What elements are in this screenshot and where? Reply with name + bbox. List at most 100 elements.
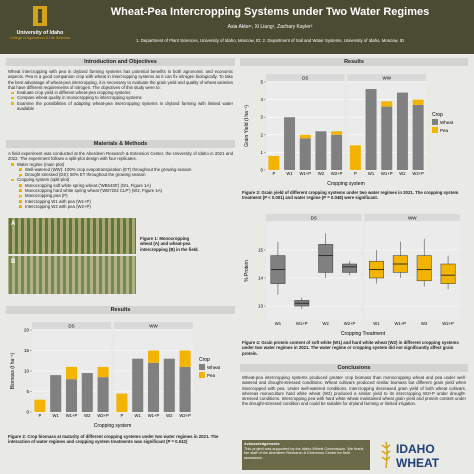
- x-axis-label: Cropping system: [327, 181, 365, 187]
- figure-caption: Figure 2: Crop biomass at maturity of di…: [8, 434, 219, 445]
- bar-segment: [179, 350, 191, 367]
- bar-segment: [381, 106, 393, 170]
- x-tick-label: P: [354, 171, 357, 176]
- facet-title: WW: [149, 323, 158, 328]
- paragraph: A field experiment was conducted at the …: [8, 151, 233, 162]
- facet-strip: [32, 322, 111, 329]
- y-tick-label: 10: [24, 369, 30, 374]
- facet-title: DS: [302, 75, 308, 80]
- bar-segment: [97, 377, 109, 412]
- bullet-list: Water regime (main plot)Well-watered (WW…: [8, 162, 233, 210]
- bar-segment: [147, 350, 160, 363]
- chart: % Protein Cropping Treatment 13 14 15 DS W1 W1+…: [244, 214, 460, 337]
- facet-strip: [266, 74, 345, 81]
- chart: Grain Yield (t ha⁻¹) Cropping system 0 1 2 3 4…: [244, 74, 454, 187]
- y-tick-label: 2: [260, 132, 263, 137]
- y-tick-label: 5: [260, 80, 263, 85]
- methods-text: A field experiment was conducted at the …: [8, 151, 233, 209]
- bar-segment: [299, 138, 311, 170]
- bar-segment: [34, 399, 46, 412]
- bar-segment: [331, 134, 343, 170]
- x-tick-label: W2+P: [179, 413, 191, 418]
- y-tick-label: 1: [260, 150, 263, 155]
- sponsor-logo: IDAHO WHEAT: [381, 441, 440, 470]
- y-axis-label: Grain Yield (t ha⁻¹): [244, 105, 250, 147]
- x-tick-label: W2+P: [344, 321, 356, 326]
- y-tick-label: 20: [24, 328, 30, 333]
- x-tick-label: P: [272, 171, 275, 176]
- section-heading: Materials & Methods: [6, 140, 235, 148]
- bullet: Evaluate crop yield in different wheat-p…: [11, 90, 233, 95]
- bar-segment: [412, 104, 424, 170]
- x-tick-label: P: [121, 413, 124, 418]
- y-tick-label: 0: [26, 410, 29, 415]
- x-tick-label: W2: [421, 321, 428, 326]
- logo-word: IDAHO: [396, 442, 435, 456]
- box: [416, 255, 432, 282]
- bar-segment: [132, 358, 144, 412]
- sub-item: Drought stressed (DS): 50% ET throughout…: [19, 172, 233, 177]
- legend-label: Pea: [207, 373, 216, 378]
- logo-sub: College of Agricultural & Life Sciences: [9, 36, 71, 40]
- y-tick-label: 0: [260, 168, 263, 173]
- bar-segment: [331, 131, 343, 135]
- sub-item: Monocropping hard white spring wheat ('W…: [19, 188, 233, 193]
- paragraph: Wheat intercropping with pea in dryland …: [8, 69, 234, 90]
- bar-segment: [396, 92, 408, 170]
- legend-swatch: [432, 119, 438, 125]
- figure-caption: Figure 3: Grain yield of different cropp…: [242, 190, 459, 201]
- figure-caption: Figure 1: Monocropping wheat (A) and whe…: [140, 236, 199, 252]
- panel-label: B: [11, 259, 16, 265]
- y-tick-label: 5: [26, 389, 29, 394]
- legend-title: Crop: [432, 112, 443, 118]
- y-tick-label: 14: [258, 276, 264, 281]
- facet-strip: [114, 322, 193, 329]
- x-tick-label: P: [39, 413, 42, 418]
- y-tick-label: 13: [258, 304, 264, 309]
- affiliations: 1. Department of Plant Sciences, Univers…: [135, 38, 405, 43]
- conclusions-text: Wheat-pea intercropping systems produced…: [242, 375, 466, 407]
- legend-title: Crop: [199, 357, 210, 363]
- x-tick-label: W1: [368, 171, 375, 176]
- x-tick-label: W1+P: [296, 321, 308, 326]
- acknowledgements-box: Acknowledgements This project was suppor…: [242, 440, 370, 470]
- bar-segment: [97, 366, 109, 378]
- bar-segment: [299, 134, 311, 139]
- sub-item: Intercropping W2 with pea (W2+P): [19, 204, 233, 209]
- sub-list: Monocropping soft white spring wheat ('W…: [17, 183, 233, 209]
- bar-segment: [381, 101, 393, 107]
- y-tick-label: 15: [24, 348, 30, 353]
- y-tick-label: 4: [260, 97, 263, 102]
- university-logo: University of Idaho College of Agricultu…: [9, 6, 71, 40]
- x-tick-label: W2: [399, 171, 406, 176]
- bullet: Examine the possibilities of adapting wh…: [11, 100, 233, 112]
- intro-text: Wheat intercropping with pea in dryland …: [8, 69, 233, 111]
- sub-list: Well-watered (WW): 100% crop evapotransp…: [17, 167, 233, 178]
- section-heading: Results: [240, 58, 468, 66]
- authors: Asia Akter¹, Xi Liang¹, Zachary Kayler²: [227, 24, 313, 30]
- poster-title: Wheat-Pea Intercropping Systems under Tw…: [110, 6, 430, 18]
- bullet-list: Evaluate crop yield in different wheat-p…: [8, 90, 233, 111]
- chart: Biomass (t ha⁻¹) Cropping system 0 5 10 15 20 D…: [10, 322, 221, 429]
- x-axis-label: Cropping Treatment: [341, 331, 386, 337]
- panel-label: A: [11, 221, 16, 227]
- legend-label: Wheat: [440, 120, 454, 125]
- x-tick-label: W2: [318, 171, 325, 176]
- x-tick-label: W1+P: [395, 321, 407, 326]
- section-heading: Results: [6, 306, 235, 314]
- bar-segment: [65, 379, 78, 412]
- bar-segment: [163, 358, 175, 412]
- bullet: Cropping system (split-plot)Monocropping…: [11, 177, 233, 209]
- facet-strip: [347, 74, 426, 81]
- logo-mark-cut: [38, 9, 42, 23]
- x-tick-label: W2: [323, 321, 330, 326]
- facet-title: WW: [383, 75, 392, 80]
- legend-swatch: [199, 364, 205, 370]
- bar-segment: [284, 117, 296, 170]
- x-tick-label: W1: [373, 321, 380, 326]
- y-axis-label: % Protein: [244, 260, 250, 282]
- logo-word: WHEAT: [396, 456, 440, 470]
- legend-swatch: [199, 372, 205, 378]
- bar-segment: [349, 145, 361, 170]
- section-heading: Conclusions: [240, 364, 468, 372]
